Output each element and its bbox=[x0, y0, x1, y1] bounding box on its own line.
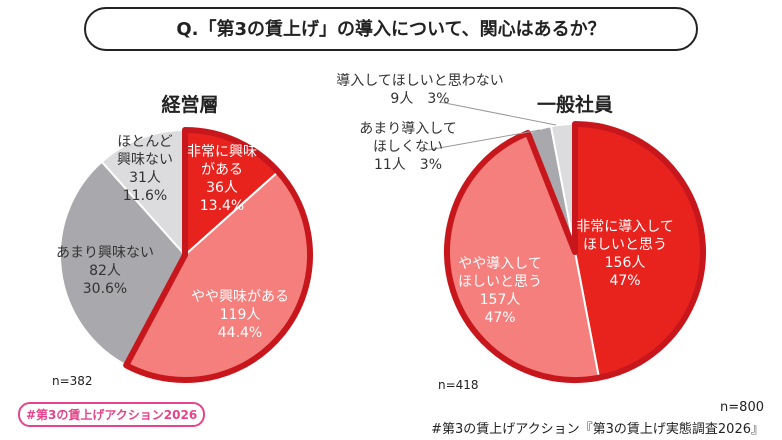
category-label: 導入してほしいと思わない bbox=[336, 73, 504, 89]
value-line: 119人 44.4% bbox=[184, 306, 296, 342]
percent-label: 47% bbox=[609, 273, 641, 289]
percent-label: 11.6% bbox=[122, 188, 168, 204]
count-label: 9人 bbox=[390, 91, 414, 107]
value-line: 11人 3% bbox=[359, 156, 457, 174]
percent-label: 30.6% bbox=[82, 281, 128, 297]
percent-label: 3% bbox=[427, 91, 450, 107]
slice-label: 導入してほしいと思わない 9人 3% bbox=[336, 72, 504, 108]
percent-label: 47% bbox=[484, 310, 516, 326]
slice-label: あまり導入してほしくない 11人 3% bbox=[359, 120, 457, 174]
slice-label: ほとんど興味ない 31人 11.6% bbox=[117, 133, 173, 205]
badge: #第3の賃上げアクション2026 bbox=[18, 402, 206, 427]
count-label: 119人 bbox=[219, 307, 261, 323]
pie-title: 経営層 bbox=[161, 94, 219, 116]
percent-label: 13.4% bbox=[199, 198, 245, 214]
slice-label: 非常に興味がある 36人 13.4% bbox=[187, 143, 257, 215]
category-label: ほとんど興味ない bbox=[117, 134, 173, 168]
n-label: n=418 bbox=[438, 378, 479, 392]
total-n: n=800 bbox=[720, 400, 764, 415]
pie-slice bbox=[100, 128, 186, 258]
highlight-outline bbox=[123, 127, 313, 383]
value-line: 31人 11.6% bbox=[117, 169, 173, 205]
count-label: 11人 bbox=[373, 157, 406, 173]
leader-line bbox=[439, 101, 557, 126]
count-label: 157人 bbox=[479, 292, 521, 308]
slice-label: やや興味がある 119人 44.4% bbox=[184, 288, 296, 342]
slice-label: あまり興味ない 82人 30.6% bbox=[49, 244, 161, 298]
value-line: 9人 3% bbox=[336, 90, 504, 108]
category-label: 非常に導入してほしいと思う bbox=[576, 219, 674, 253]
leader-line bbox=[427, 129, 541, 151]
highlight-outline bbox=[444, 121, 706, 383]
slice-label: やや導入してほしいと思う 157人 47% bbox=[458, 255, 542, 327]
title-box bbox=[84, 7, 698, 51]
value-line: 36人 13.4% bbox=[187, 179, 257, 215]
count-label: 31人 bbox=[129, 170, 161, 186]
value-line: 156人 47% bbox=[576, 254, 674, 290]
category-label: やや導入してほしいと思う bbox=[458, 256, 542, 290]
slice-label: 非常に導入してほしいと思う 156人 47% bbox=[576, 218, 674, 290]
category-label: やや興味がある bbox=[191, 289, 289, 305]
value-line: 157人 47% bbox=[458, 291, 542, 327]
percent-label: 3% bbox=[419, 157, 443, 173]
count-label: 36人 bbox=[206, 180, 238, 196]
source: #第3の賃上げアクション『第3の賃上げ実態調査2026』 bbox=[431, 422, 764, 437]
n-label: n=382 bbox=[52, 374, 93, 388]
pie-slice bbox=[59, 160, 187, 367]
category-label: あまり興味ない bbox=[56, 245, 154, 261]
chart-title: Q.「第3の賃上げ」の導入について、関心はあるか？ bbox=[176, 18, 605, 40]
percent-label: 44.4% bbox=[217, 325, 263, 341]
category-label: あまり導入してほしくない bbox=[359, 121, 457, 155]
count-label: 156人 bbox=[604, 255, 646, 271]
pie-title: 一般社員 bbox=[536, 94, 614, 116]
category-label: 非常に興味がある bbox=[187, 144, 257, 178]
count-label: 82人 bbox=[89, 263, 121, 279]
value-line: 82人 30.6% bbox=[49, 262, 161, 298]
